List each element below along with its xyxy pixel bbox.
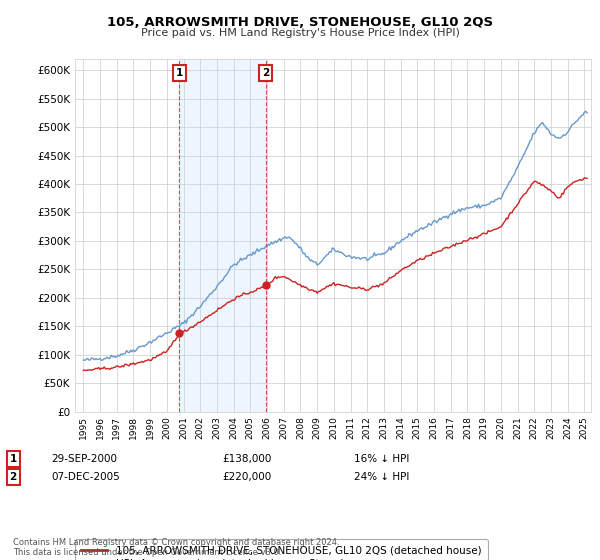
Text: £220,000: £220,000 xyxy=(222,472,271,482)
Text: 07-DEC-2005: 07-DEC-2005 xyxy=(51,472,120,482)
Text: Contains HM Land Registry data © Crown copyright and database right 2024.
This d: Contains HM Land Registry data © Crown c… xyxy=(13,538,340,557)
Text: 1: 1 xyxy=(10,454,17,464)
Text: 1: 1 xyxy=(176,68,183,78)
Text: 24% ↓ HPI: 24% ↓ HPI xyxy=(354,472,409,482)
Text: 2: 2 xyxy=(262,68,269,78)
Bar xyxy=(179,59,266,412)
Legend: 105, ARROWSMITH DRIVE, STONEHOUSE, GL10 2QS (detached house), HPI: Average price: 105, ARROWSMITH DRIVE, STONEHOUSE, GL10 … xyxy=(75,539,488,560)
Text: 105, ARROWSMITH DRIVE, STONEHOUSE, GL10 2QS: 105, ARROWSMITH DRIVE, STONEHOUSE, GL10 … xyxy=(107,16,493,29)
Text: 2: 2 xyxy=(10,472,17,482)
Text: £138,000: £138,000 xyxy=(222,454,271,464)
Text: 16% ↓ HPI: 16% ↓ HPI xyxy=(354,454,409,464)
Text: 29-SEP-2000: 29-SEP-2000 xyxy=(51,454,117,464)
Text: Price paid vs. HM Land Registry's House Price Index (HPI): Price paid vs. HM Land Registry's House … xyxy=(140,28,460,38)
